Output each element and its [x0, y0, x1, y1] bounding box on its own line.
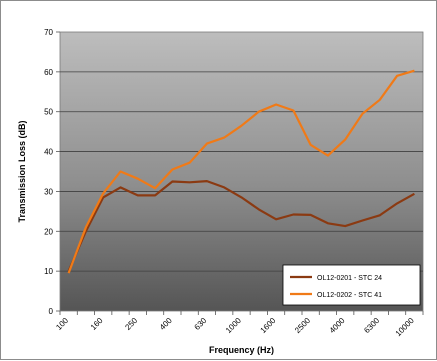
- y-tick-label: 40: [44, 148, 53, 157]
- y-tick-label: 20: [44, 227, 53, 236]
- y-tick-label: 50: [44, 108, 53, 117]
- series-line-2: [67, 69, 415, 274]
- x-tick-label: 1600: [259, 316, 278, 335]
- x-axis-ticks: 100 160 250 400 630 1000 1600 2500 4000 6300 10000: [54, 311, 424, 338]
- x-tick-label: 100: [54, 316, 70, 332]
- x-tick-label: 6300: [362, 316, 381, 335]
- x-tick-label: 250: [123, 316, 139, 332]
- series-lines: [67, 69, 415, 274]
- legend-label-2: OL12-0202 - STC 41: [317, 292, 382, 299]
- x-tick-label: 4000: [328, 316, 347, 335]
- y-tick-label: 30: [44, 187, 53, 196]
- legend-box: [282, 264, 421, 306]
- y-tick-label: 10: [44, 267, 53, 276]
- y-tick-label: 70: [44, 28, 53, 37]
- x-tick-label: 1000: [224, 316, 243, 335]
- x-tick-label: 630: [193, 316, 209, 332]
- x-tick-label: 160: [89, 316, 105, 332]
- x-axis-title: Frequency (Hz): [209, 345, 274, 355]
- y-axis-title: Transmission Loss (dB): [17, 120, 27, 222]
- y-tick-label: 60: [44, 68, 53, 77]
- x-tick-label: 400: [158, 316, 174, 332]
- x-tick-label: 2500: [293, 316, 312, 335]
- x-tick-label: 10000: [394, 316, 416, 338]
- y-tick-label: 0: [49, 307, 54, 316]
- series-line-1: [67, 180, 415, 272]
- legend: OL12-0201 - STC 24 OL12-0202 - STC 41: [282, 264, 421, 306]
- legend-label-1: OL12-0201 - STC 24: [317, 275, 382, 282]
- y-axis-ticks: 0 10 20 30 40 50 60 70: [44, 28, 60, 316]
